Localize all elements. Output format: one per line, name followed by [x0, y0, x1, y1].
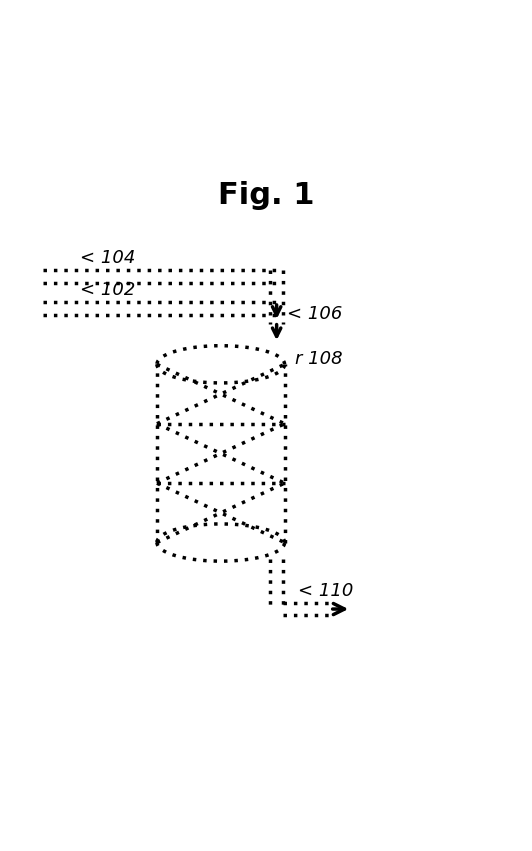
Text: r 108: r 108	[295, 351, 343, 368]
Text: < 104: < 104	[80, 249, 135, 267]
Text: < 102: < 102	[80, 281, 135, 300]
Text: < 106: < 106	[287, 306, 343, 323]
Text: Fig. 1: Fig. 1	[218, 180, 314, 210]
Text: < 110: < 110	[298, 582, 353, 600]
